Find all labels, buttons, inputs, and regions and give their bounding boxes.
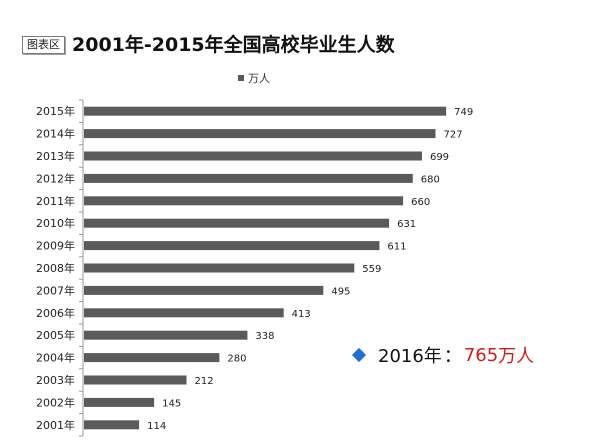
annotation-2016: 2016年 ： 765 万人 xyxy=(351,342,535,368)
category-label: 2012年 xyxy=(36,171,75,185)
category-label: 2011年 xyxy=(36,194,75,208)
bar xyxy=(84,308,284,318)
annotation-year: 2016年 xyxy=(378,346,442,367)
bar xyxy=(84,196,404,206)
category-label: 2003年 xyxy=(36,373,75,387)
bar xyxy=(84,397,155,407)
bar xyxy=(84,330,248,340)
annotation-value: 765 xyxy=(463,344,499,366)
annotation-separator: ： xyxy=(443,346,462,367)
data-label: 611 xyxy=(387,242,406,253)
category-label: 2008年 xyxy=(36,261,75,275)
chart-area-badge: 图表区 xyxy=(22,36,65,54)
bar xyxy=(84,420,140,430)
bar xyxy=(84,106,447,116)
legend-label: 万人 xyxy=(248,72,270,85)
category-label: 2005年 xyxy=(36,328,75,342)
data-label: 413 xyxy=(292,309,311,320)
category-label: 2007年 xyxy=(36,283,75,297)
category-label: 2001年 xyxy=(36,418,75,432)
bar xyxy=(84,129,436,139)
data-label: 212 xyxy=(195,376,214,387)
category-label: 2014年 xyxy=(36,127,75,141)
data-label: 680 xyxy=(421,174,440,185)
data-label: 559 xyxy=(362,264,381,275)
category-label: 2006年 xyxy=(36,306,75,320)
chart-title: 2001年-2015年全国高校毕业生人数 xyxy=(72,34,395,56)
category-label: 2004年 xyxy=(36,351,75,365)
category-label: 2013年 xyxy=(36,149,75,163)
bar xyxy=(84,263,355,273)
diamond-icon xyxy=(351,347,367,363)
data-label: 338 xyxy=(255,331,274,342)
data-label: 727 xyxy=(444,130,463,141)
data-label: 145 xyxy=(162,398,181,409)
data-label: 280 xyxy=(227,354,246,365)
data-label: 749 xyxy=(454,107,473,118)
data-label: 631 xyxy=(397,219,416,230)
legend: 万人 xyxy=(238,70,270,86)
category-label: 2009年 xyxy=(36,239,75,253)
data-label: 114 xyxy=(147,421,166,432)
bar xyxy=(84,151,422,161)
bar xyxy=(84,285,324,295)
data-label: 699 xyxy=(430,152,449,163)
annotation-unit: 万人 xyxy=(498,346,535,367)
bar xyxy=(84,241,380,251)
data-label: 660 xyxy=(411,197,430,208)
bar xyxy=(84,375,187,385)
category-label: 2002年 xyxy=(36,395,75,409)
legend-swatch xyxy=(238,75,244,81)
bar xyxy=(84,353,220,363)
bar xyxy=(84,173,413,183)
bar xyxy=(84,218,390,228)
category-label: 2015年 xyxy=(36,104,75,118)
category-label: 2010年 xyxy=(36,216,75,230)
data-label: 495 xyxy=(331,286,350,297)
